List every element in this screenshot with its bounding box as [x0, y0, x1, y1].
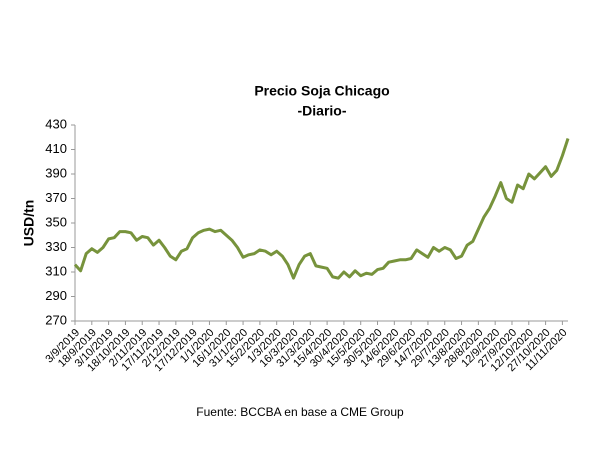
chart-title: Precio Soja Chicago — [254, 83, 389, 99]
price-line — [73, 138, 570, 280]
y-tick-label: 410 — [45, 141, 67, 156]
y-axis-label: USD/tn — [21, 200, 37, 247]
y-tick-label: 370 — [45, 190, 67, 205]
y-tick-label: 330 — [45, 239, 67, 254]
y-tick-label: 350 — [45, 214, 67, 229]
y-tick-label: 270 — [45, 312, 67, 327]
chart-subtitle: -Diario- — [298, 103, 347, 119]
y-tick-label: 390 — [45, 165, 67, 180]
y-tick-label: 430 — [45, 116, 67, 131]
y-tick-label: 290 — [45, 288, 67, 303]
y-tick-label: 310 — [45, 263, 67, 278]
source-note: Fuente: BCCBA en base a CME Group — [196, 405, 404, 419]
